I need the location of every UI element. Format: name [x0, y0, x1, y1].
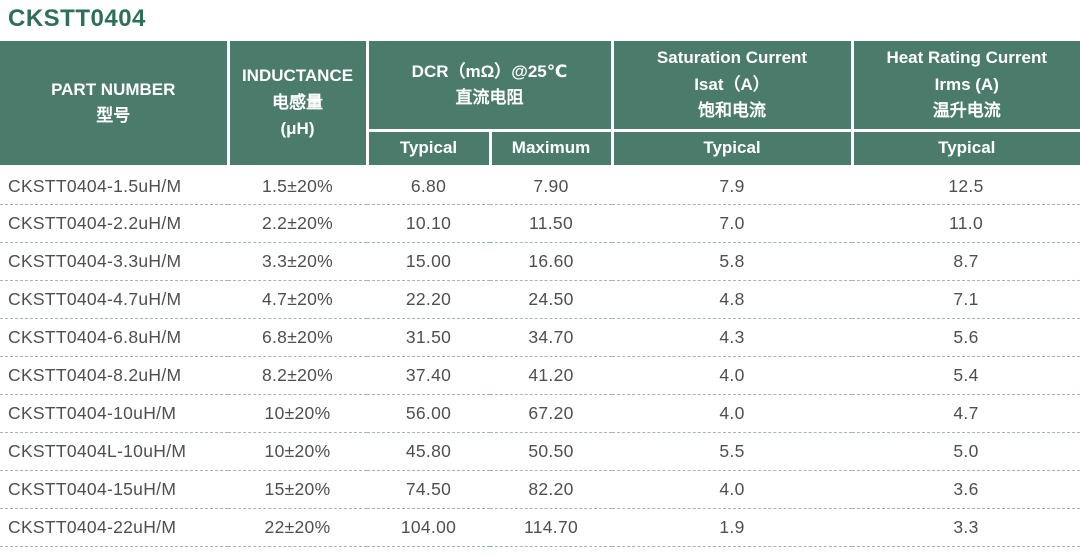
isat-typical-cell: 5.8: [612, 242, 852, 282]
inductance-cell: 2.2±20%: [228, 204, 367, 244]
dcr-typical-cell: 31.50: [367, 318, 490, 358]
part-number-cell: CKSTT0404-1.5uH/M: [0, 166, 228, 206]
part-number-cell: CKSTT0404-22uH/M: [0, 508, 228, 548]
inductance-cell: 1.5±20%: [228, 166, 367, 206]
dcr-typical-cell: 6.80: [367, 166, 490, 206]
irms-typical-cell: 5.6: [852, 318, 1080, 358]
part-number-cell: CKSTT0404-10uH/M: [0, 394, 228, 434]
isat-typical-cell: 4.3: [612, 318, 852, 358]
inductance-cell: 10±20%: [228, 432, 367, 472]
table-row: CKSTT0404-1.5uH/M 1.5±20% 6.80 7.90 7.9 …: [0, 166, 1080, 206]
table-row: CKSTT0404L-10uH/M 10±20% 45.80 50.50 5.5…: [0, 432, 1080, 472]
dcr-maximum-cell: 16.60: [490, 242, 612, 282]
header-inductance: INDUCTANCE 电感量 (μH): [226, 40, 369, 169]
part-number-cell: CKSTT0404-6.8uH/M: [0, 318, 228, 358]
inductance-cell: 15±20%: [228, 470, 367, 510]
inductance-cell: 4.7±20%: [228, 280, 367, 320]
isat-typical-cell: 4.0: [612, 394, 852, 434]
inductance-cell: 3.3±20%: [228, 242, 367, 282]
inductor-spec-table: PART NUMBER 型号 INDUCTANCE 电感量 (μH) DCR（m…: [0, 40, 1080, 548]
inductance-cell: 10±20%: [228, 394, 367, 434]
table-row: CKSTT0404-3.3uH/M 3.3±20% 15.00 16.60 5.…: [0, 242, 1080, 282]
dcr-maximum-cell: 67.20: [490, 394, 612, 434]
irms-typical-cell: 3.6: [852, 470, 1080, 510]
subheader-dcr-maximum: Maximum: [488, 129, 614, 169]
subheader-dcr-typical: Typical: [365, 129, 492, 169]
dcr-typical-cell: 22.20: [367, 280, 490, 320]
dcr-maximum-cell: 82.20: [490, 470, 612, 510]
irms-typical-cell: 5.4: [852, 356, 1080, 396]
isat-typical-cell: 4.8: [612, 280, 852, 320]
table-row: CKSTT0404-4.7uH/M 4.7±20% 22.20 24.50 4.…: [0, 280, 1080, 320]
dcr-maximum-cell: 7.90: [490, 166, 612, 206]
part-number-cell: CKSTT0404-8.2uH/M: [0, 356, 228, 396]
subheader-irms-typical: Typical: [850, 129, 1080, 169]
isat-typical-cell: 1.9: [612, 508, 852, 548]
subheader-isat-typical: Typical: [610, 129, 854, 169]
part-number-cell: CKSTT0404-3.3uH/M: [0, 242, 228, 282]
part-number-cell: CKSTT0404-4.7uH/M: [0, 280, 228, 320]
dcr-typical-cell: 15.00: [367, 242, 490, 282]
page-title: CKSTT0404: [8, 5, 146, 32]
dcr-maximum-cell: 11.50: [490, 204, 612, 244]
inductance-cell: 22±20%: [228, 508, 367, 548]
table-row: CKSTT0404-2.2uH/M 2.2±20% 10.10 11.50 7.…: [0, 204, 1080, 244]
part-number-cell: CKSTT0404L-10uH/M: [0, 432, 228, 472]
dcr-typical-cell: 10.10: [367, 204, 490, 244]
header-saturation-current: Saturation Current Isat（A） 饱和电流: [610, 40, 854, 133]
header-part-number: PART NUMBER 型号: [0, 40, 230, 169]
dcr-maximum-cell: 50.50: [490, 432, 612, 472]
table-row: CKSTT0404-15uH/M 15±20% 74.50 82.20 4.0 …: [0, 470, 1080, 510]
dcr-typical-cell: 74.50: [367, 470, 490, 510]
dcr-maximum-cell: 24.50: [490, 280, 612, 320]
table-row: CKSTT0404-8.2uH/M 8.2±20% 37.40 41.20 4.…: [0, 356, 1080, 396]
isat-typical-cell: 5.5: [612, 432, 852, 472]
inductance-cell: 8.2±20%: [228, 356, 367, 396]
part-number-cell: CKSTT0404-2.2uH/M: [0, 204, 228, 244]
isat-typical-cell: 4.0: [612, 470, 852, 510]
dcr-maximum-cell: 41.20: [490, 356, 612, 396]
irms-typical-cell: 3.3: [852, 508, 1080, 548]
inductance-cell: 6.8±20%: [228, 318, 367, 358]
table-row: CKSTT0404-6.8uH/M 6.8±20% 31.50 34.70 4.…: [0, 318, 1080, 358]
table-row: CKSTT0404-22uH/M 22±20% 104.00 114.70 1.…: [0, 508, 1080, 548]
isat-typical-cell: 7.0: [612, 204, 852, 244]
irms-typical-cell: 11.0: [852, 204, 1080, 244]
irms-typical-cell: 12.5: [852, 166, 1080, 206]
table-body: CKSTT0404-1.5uH/M 1.5±20% 6.80 7.90 7.9 …: [0, 166, 1080, 548]
part-number-cell: CKSTT0404-15uH/M: [0, 470, 228, 510]
dcr-maximum-cell: 114.70: [490, 508, 612, 548]
dcr-typical-cell: 56.00: [367, 394, 490, 434]
irms-typical-cell: 7.1: [852, 280, 1080, 320]
irms-typical-cell: 4.7: [852, 394, 1080, 434]
table-header: PART NUMBER 型号 INDUCTANCE 电感量 (μH) DCR（m…: [0, 40, 1080, 169]
dcr-typical-cell: 104.00: [367, 508, 490, 548]
isat-typical-cell: 7.9: [612, 166, 852, 206]
dcr-maximum-cell: 34.70: [490, 318, 612, 358]
dcr-typical-cell: 45.80: [367, 432, 490, 472]
isat-typical-cell: 4.0: [612, 356, 852, 396]
irms-typical-cell: 8.7: [852, 242, 1080, 282]
table-row: CKSTT0404-10uH/M 10±20% 56.00 67.20 4.0 …: [0, 394, 1080, 434]
header-dcr: DCR（mΩ）@25℃ 直流电阻: [365, 40, 614, 133]
irms-typical-cell: 5.0: [852, 432, 1080, 472]
dcr-typical-cell: 37.40: [367, 356, 490, 396]
header-heat-rating-current: Heat Rating Current Irms (A) 温升电流: [850, 40, 1080, 133]
